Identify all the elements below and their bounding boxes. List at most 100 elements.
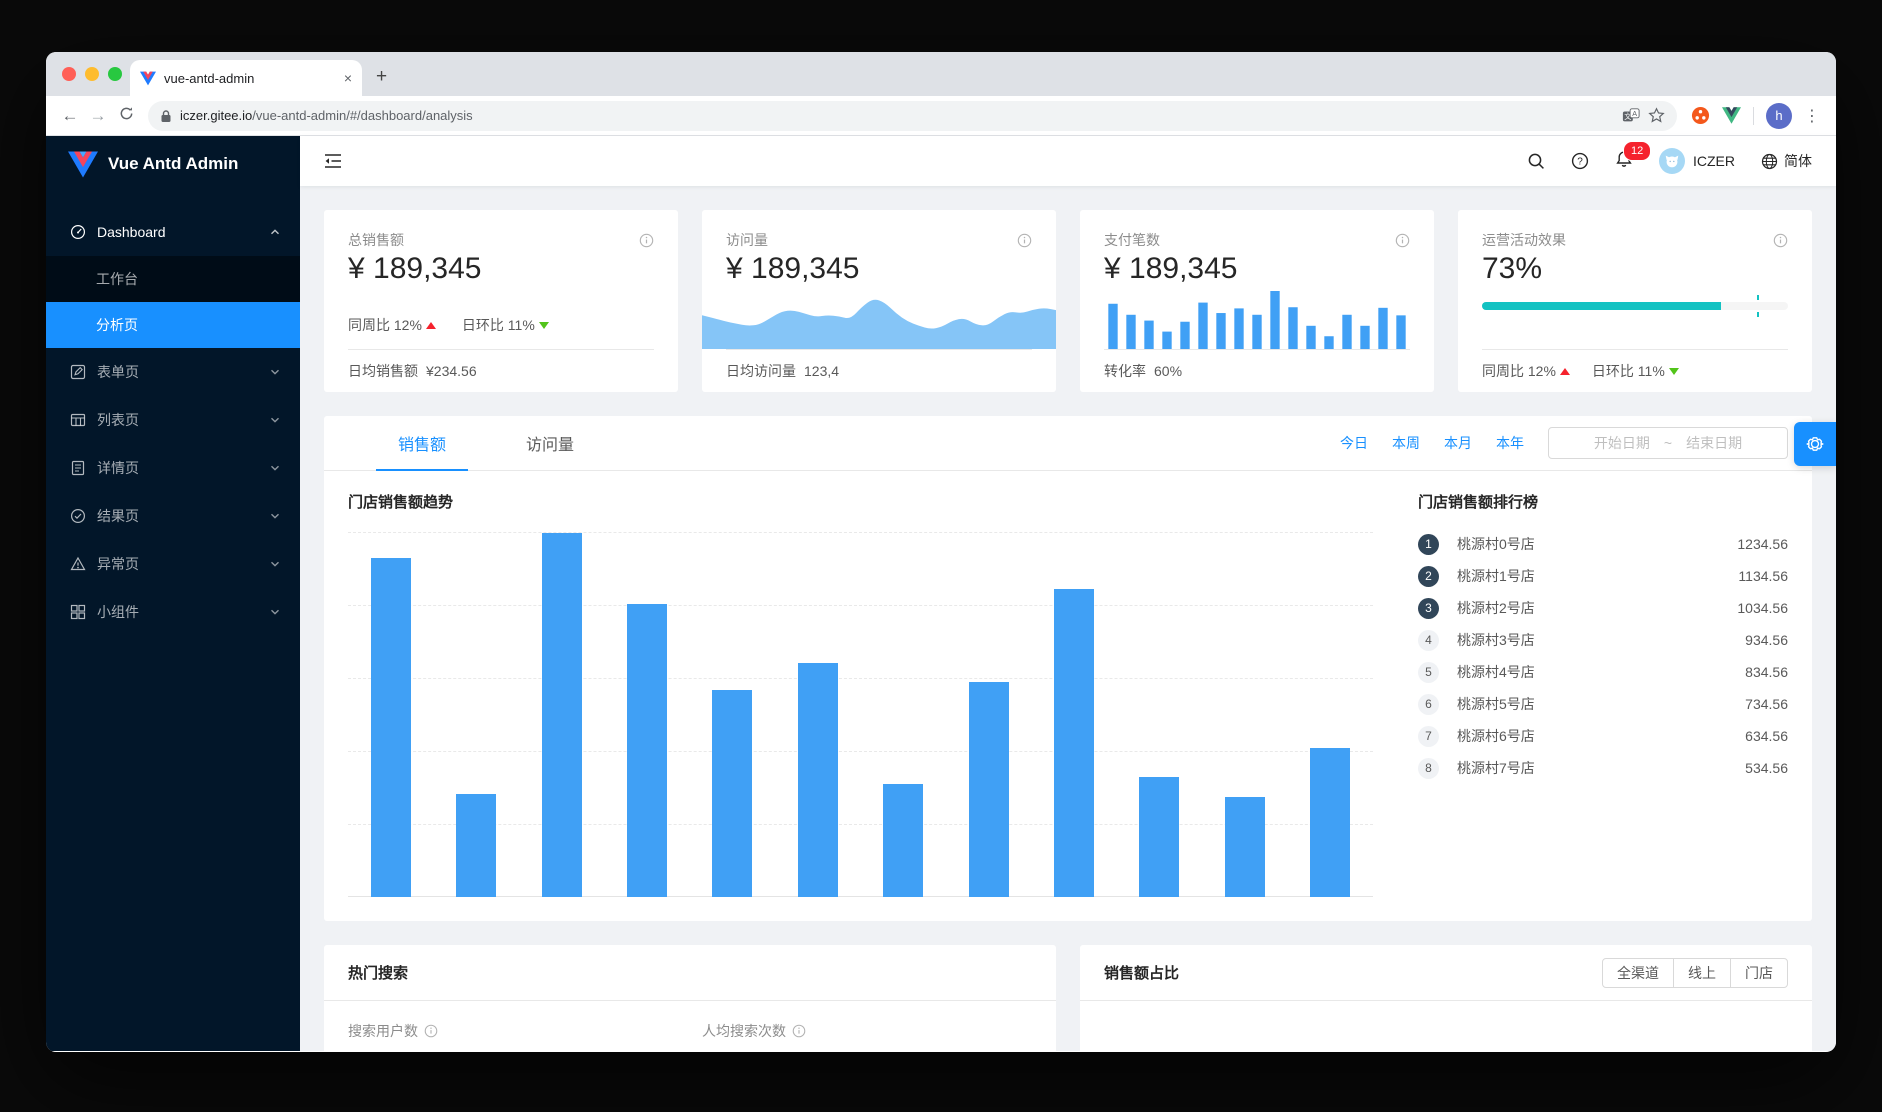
sidebar-item-label: 结果页 — [97, 508, 139, 524]
app-title: Vue Antd Admin — [108, 154, 239, 173]
stat-title: 总销售额 — [348, 232, 404, 248]
main-pane: ? 12 ICZER 简体 — [300, 136, 1836, 1051]
sidebar-item-form[interactable]: 表单页 — [46, 348, 300, 396]
bookmark-star-icon[interactable] — [1648, 107, 1665, 124]
app-logo[interactable]: Vue Antd Admin — [46, 136, 300, 192]
sidebar-item-exception[interactable]: 异常页 — [46, 540, 300, 588]
info-icon[interactable] — [1017, 233, 1032, 248]
range-week[interactable]: 本周 — [1392, 435, 1420, 451]
close-window-button[interactable] — [62, 67, 76, 81]
sales-bar[interactable] — [626, 604, 667, 897]
sidebar-item-label: 异常页 — [97, 556, 139, 572]
theme-settings-button[interactable] — [1794, 422, 1836, 466]
date-separator: ~ — [1663, 435, 1673, 451]
mini-bar — [1342, 315, 1352, 350]
dashboard-icon — [70, 224, 86, 240]
sidebar-item-detail[interactable]: 详情页 — [46, 444, 300, 492]
range-year[interactable]: 本年 — [1496, 435, 1524, 451]
menu-fold-icon[interactable] — [324, 153, 342, 169]
area-path — [702, 300, 1056, 350]
channel-store-button[interactable]: 门店 — [1730, 957, 1788, 988]
language-switch[interactable]: 简体 — [1761, 151, 1812, 171]
sales-bar[interactable] — [1224, 797, 1265, 897]
range-today[interactable]: 今日 — [1340, 435, 1368, 451]
extension-icon[interactable] — [1691, 106, 1710, 125]
sidebar-item-list[interactable]: 列表页 — [46, 396, 300, 444]
mini-bar — [1378, 308, 1388, 350]
sidebar-item-workplace[interactable]: 工作台 — [46, 256, 300, 302]
tab-close-icon[interactable]: × — [343, 70, 352, 86]
back-button[interactable]: ← — [61, 105, 79, 125]
forward-button[interactable]: → — [89, 105, 107, 125]
sales-bar[interactable] — [797, 663, 838, 897]
progress-target-marker — [1757, 294, 1760, 317]
sidebar-item-label: 列表页 — [97, 412, 139, 428]
info-icon[interactable] — [424, 1024, 438, 1038]
sidebar-item-dashboard[interactable]: Dashboard — [46, 208, 300, 256]
help-icon[interactable]: ? — [1571, 152, 1589, 170]
sales-bar[interactable] — [883, 783, 924, 897]
progress-fill — [1482, 301, 1721, 310]
sidebar-item-analysis[interactable]: 分析页 — [46, 302, 300, 348]
sidebar-item-widgets[interactable]: 小组件 — [46, 588, 300, 636]
channel-online-button[interactable]: 线上 — [1673, 957, 1731, 988]
sales-bar[interactable] — [541, 533, 582, 897]
browser-menu-icon[interactable]: ⋮ — [1804, 107, 1820, 125]
sales-bar[interactable] — [456, 794, 497, 897]
channel-all-button[interactable]: 全渠道 — [1602, 957, 1674, 988]
range-controls: 今日 本周 本月 本年 开始日期 ~ 结束日期 — [1340, 416, 1812, 470]
store-value: 1034.56 — [1737, 600, 1788, 616]
chart-card-body: 门店销售额趋势 门店销 — [324, 471, 1812, 921]
minimize-window-button[interactable] — [85, 67, 99, 81]
maximize-window-button[interactable] — [108, 67, 122, 81]
info-icon[interactable] — [1773, 233, 1788, 248]
info-icon[interactable] — [1395, 233, 1410, 248]
browser-window: vue-antd-admin × + ← → iczer.gitee.io/vu… — [46, 52, 1836, 1052]
stat-cards-row: 总销售额 ¥ 189,345 同周比 12% 日环比 11% 日均销售额 ¥234… — [324, 210, 1812, 392]
toolbar-separator — [1753, 106, 1754, 125]
range-month[interactable]: 本月 — [1444, 435, 1472, 451]
store-name: 桃源村2号店 — [1457, 600, 1535, 616]
tab-title: vue-antd-admin — [164, 70, 255, 86]
language-label: 简体 — [1784, 153, 1812, 169]
sales-bar[interactable] — [712, 689, 753, 897]
header-actions: ? 12 ICZER 简体 — [1527, 140, 1812, 174]
tab-sales[interactable]: 销售额 — [376, 416, 469, 471]
svg-text:?: ? — [1577, 156, 1583, 167]
rank-badge: 5 — [1418, 661, 1439, 683]
info-icon[interactable] — [792, 1024, 806, 1038]
store-name: 桃源村1号店 — [1457, 568, 1535, 584]
vue-favicon-icon — [140, 71, 156, 85]
bar-chart-plot — [348, 532, 1373, 897]
chart-title: 门店销售额趋势 — [348, 494, 454, 511]
address-bar[interactable]: iczer.gitee.io/vue-antd-admin/#/dashboar… — [148, 100, 1677, 131]
sidebar-item-result[interactable]: 结果页 — [46, 492, 300, 540]
tab-visits[interactable]: 访问量 — [504, 416, 596, 470]
store-name: 桃源村3号店 — [1457, 632, 1535, 648]
gear-icon — [1806, 437, 1824, 451]
new-tab-button[interactable]: + — [376, 66, 388, 87]
tab-label: 销售额 — [398, 437, 447, 454]
dashboard-content: 总销售额 ¥ 189,345 同周比 12% 日环比 11% 日均销售额 ¥234… — [300, 186, 1836, 1051]
browser-tab[interactable]: vue-antd-admin × — [130, 60, 362, 96]
date-range-picker[interactable]: 开始日期 ~ 结束日期 — [1548, 427, 1788, 459]
vue-devtools-icon[interactable] — [1722, 107, 1741, 124]
rank-badge: 2 — [1418, 565, 1439, 587]
search-icon[interactable] — [1527, 152, 1545, 170]
sales-bar[interactable] — [1310, 748, 1351, 897]
footer-value: 60% — [1154, 363, 1183, 380]
browser-profile-avatar[interactable]: h — [1766, 102, 1792, 129]
date-end-placeholder: 结束日期 — [1686, 435, 1743, 451]
user-menu[interactable]: ICZER — [1659, 148, 1735, 174]
sales-bar[interactable] — [968, 682, 1009, 897]
notification-bell[interactable]: 12 — [1615, 140, 1652, 173]
sales-bar[interactable] — [1053, 588, 1094, 897]
reload-button[interactable] — [112, 106, 140, 126]
sidebar-menu: Dashboard 工作台 分析页 表单页 列表页 — [46, 192, 300, 636]
sales-bar[interactable] — [370, 557, 411, 897]
mini-bar — [1360, 326, 1370, 350]
info-icon[interactable] — [639, 233, 654, 248]
sales-bar[interactable] — [1139, 777, 1180, 897]
browser-toolbar: ← → iczer.gitee.io/vue-antd-admin/#/dash… — [46, 96, 1836, 136]
